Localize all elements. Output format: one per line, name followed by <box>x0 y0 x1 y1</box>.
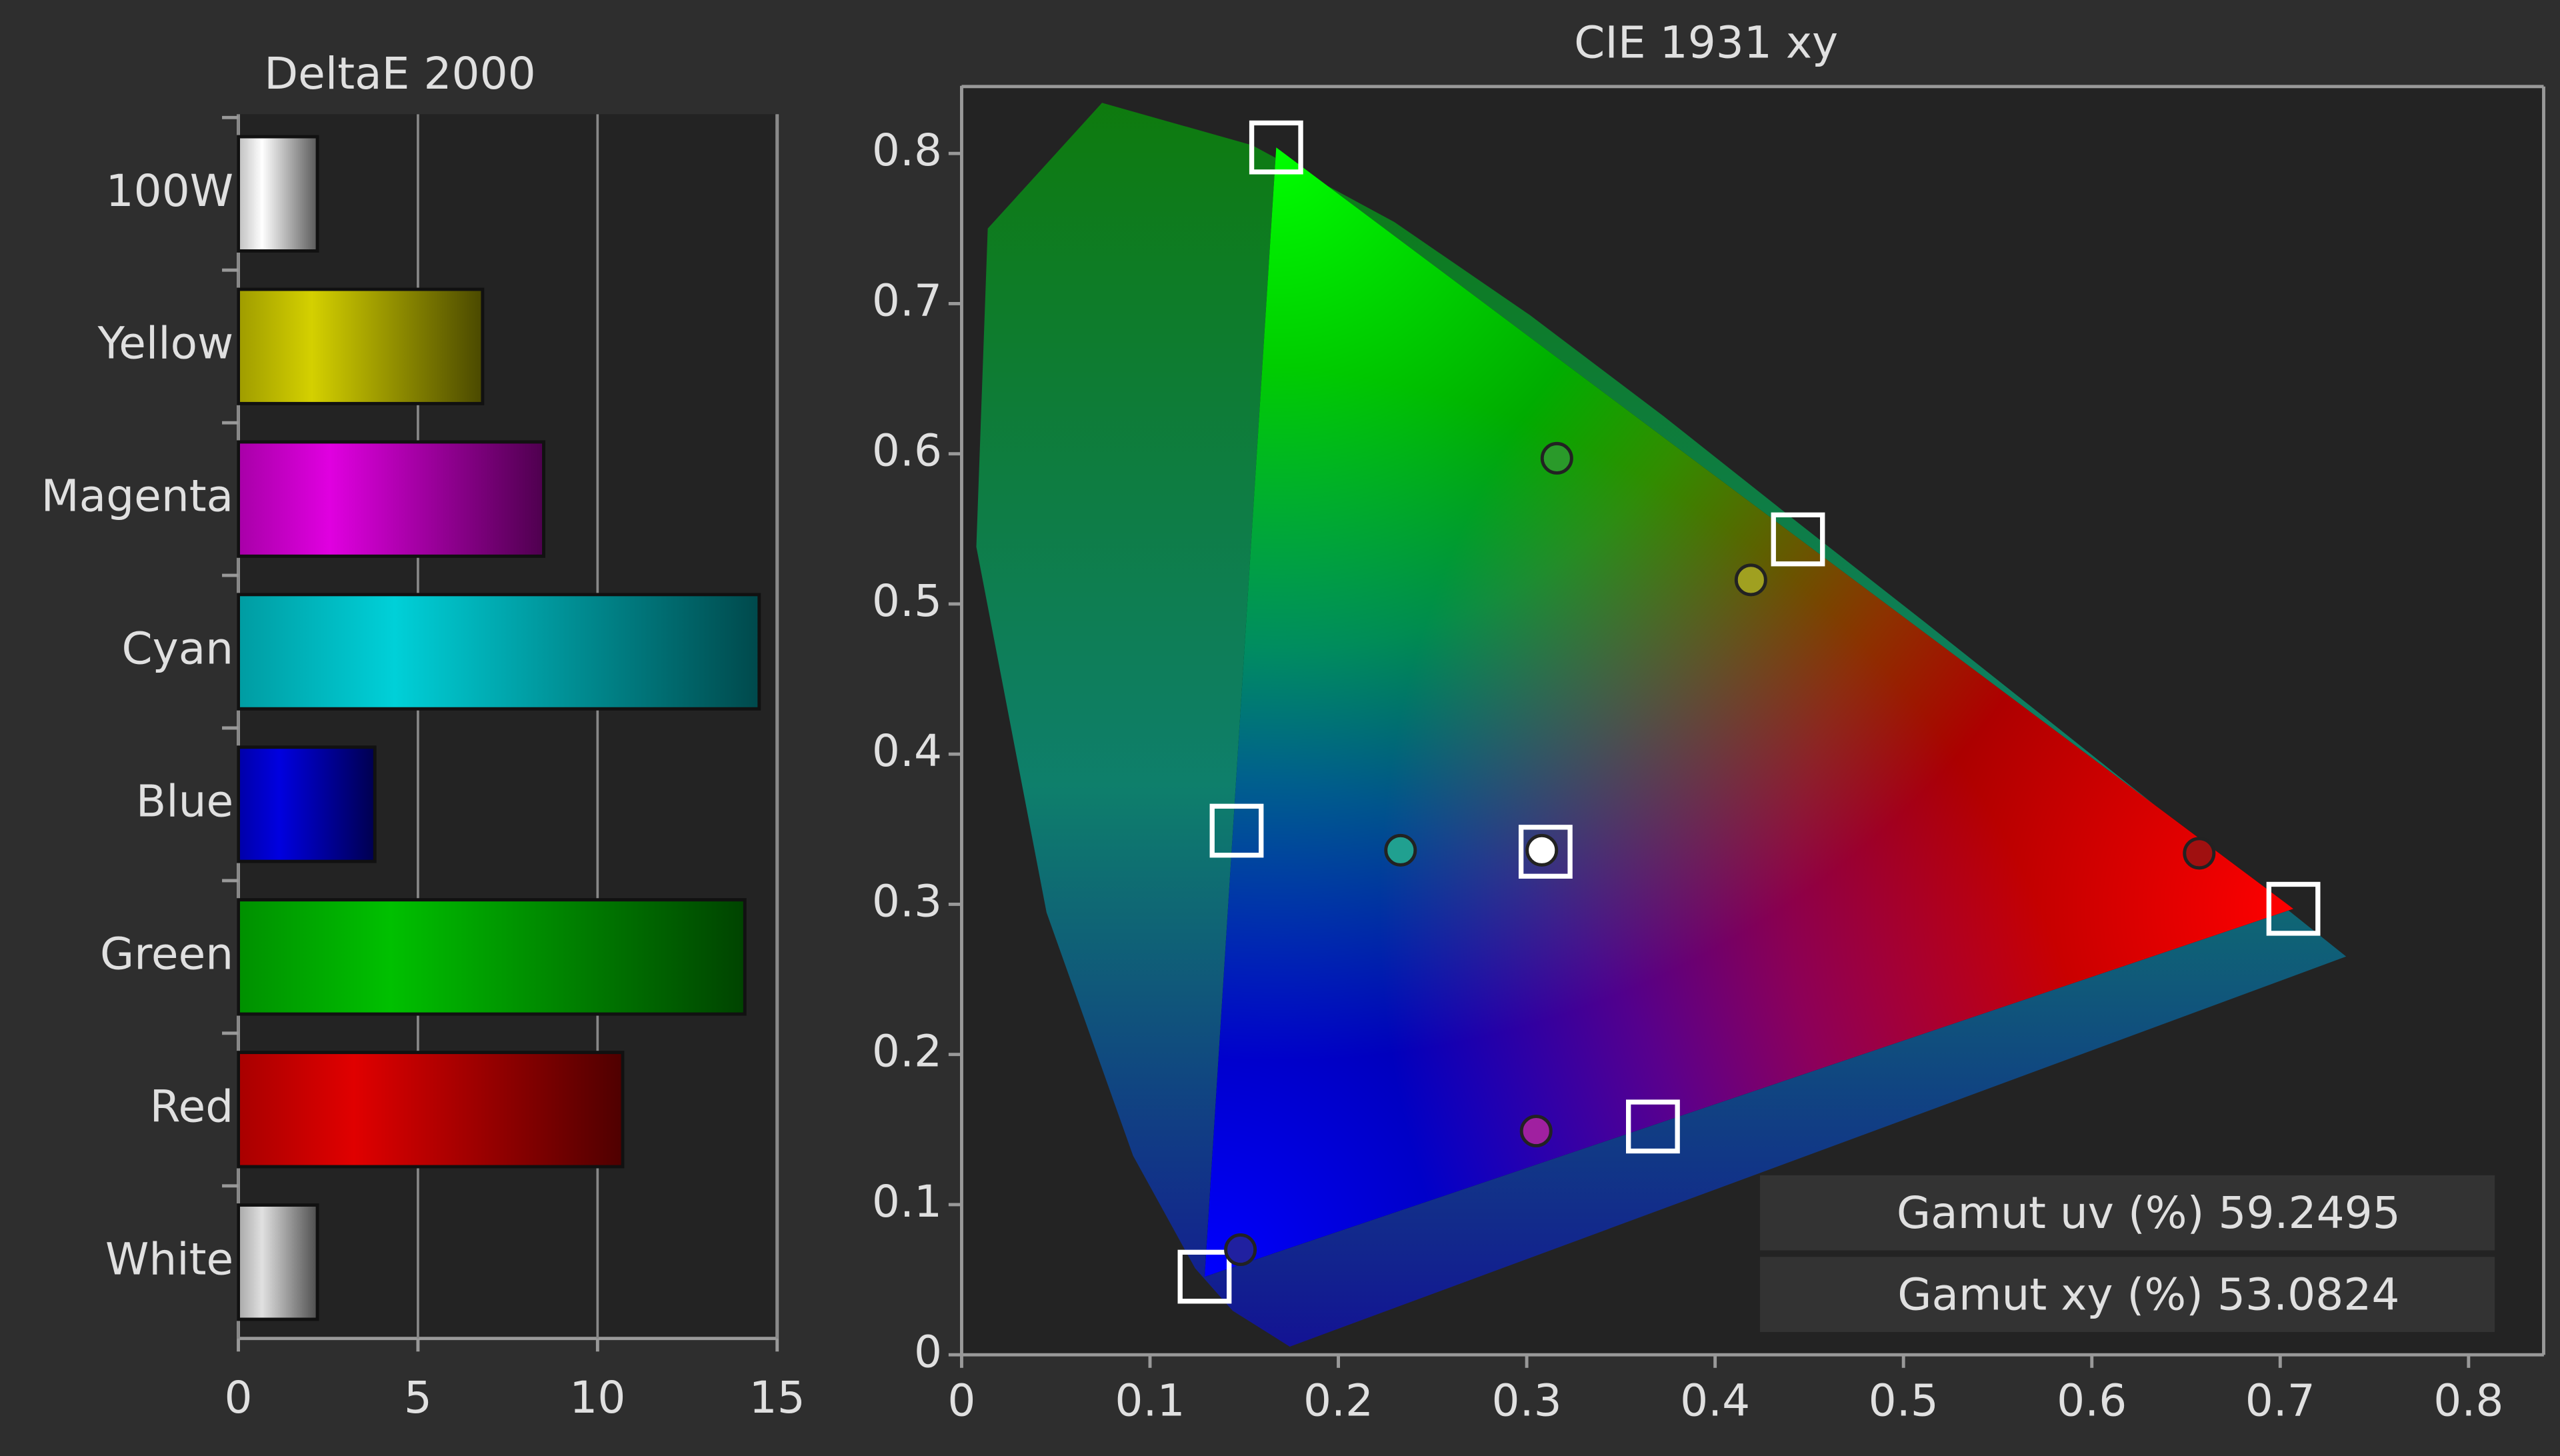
bar <box>237 898 747 1016</box>
measured-marker <box>1384 833 1417 867</box>
x-tick-label: 0 <box>225 1372 253 1423</box>
bar <box>237 593 761 711</box>
measured-marker <box>1734 563 1767 597</box>
measured-marker <box>1525 833 1559 867</box>
y-tick-label: 0.6 <box>872 425 942 477</box>
x-tick-label: 0.6 <box>2057 1375 2127 1427</box>
target-marker <box>1626 1099 1680 1154</box>
x-tick-label: 0.2 <box>1303 1375 1373 1427</box>
measured-marker <box>1540 441 1573 475</box>
x-tick-label: 5 <box>404 1372 432 1423</box>
category-label: Red <box>150 1081 234 1132</box>
target-marker <box>1518 825 1573 879</box>
x-tick-label: 0.3 <box>1492 1375 1562 1427</box>
x-tick-label: 0.1 <box>1115 1375 1185 1427</box>
category-label: White <box>105 1233 233 1285</box>
bar <box>237 440 545 558</box>
target-marker <box>1771 512 1825 567</box>
x-tick-label: 0.4 <box>1680 1375 1750 1427</box>
x-tick-label: 0.7 <box>2245 1375 2315 1427</box>
category-label: Magenta <box>41 471 234 522</box>
bar <box>237 1051 625 1169</box>
annotation: Gamut uv (%) 59.2495 <box>1897 1187 2401 1239</box>
y-tick-label: 0.8 <box>872 125 942 176</box>
category-label: Yellow <box>97 318 234 369</box>
bar <box>237 135 319 253</box>
bar-title: DeltaE 2000 <box>264 48 535 99</box>
y-tick-label: 0.5 <box>872 575 942 627</box>
bar <box>237 287 485 405</box>
y-tick-label: 0.2 <box>872 1026 942 1077</box>
x-tick-label: 0.5 <box>1869 1375 1939 1427</box>
measured-marker <box>1519 1115 1553 1148</box>
category-label: Green <box>100 928 233 979</box>
target-marker <box>1249 120 1303 175</box>
target-marker <box>2266 881 2321 936</box>
y-tick-label: 0.1 <box>872 1176 942 1227</box>
annotation-row <box>1760 1175 2495 1251</box>
y-tick-label: 0.4 <box>872 725 942 777</box>
measured-marker <box>2183 837 2216 870</box>
category-label: Cyan <box>121 623 233 675</box>
y-tick-label: 0 <box>914 1326 942 1377</box>
bar <box>237 745 377 863</box>
gamut-triangle-shade <box>1204 147 2294 1277</box>
x-tick-label: 0.8 <box>2433 1375 2503 1427</box>
cie-title: CIE 1931 xy <box>1574 17 1838 69</box>
y-tick-label: 0.7 <box>872 275 942 326</box>
x-tick-label: 15 <box>749 1372 805 1423</box>
category-label: 100W <box>106 165 234 217</box>
marks <box>1177 120 2321 1304</box>
annotation-row <box>1760 1257 2495 1332</box>
target-marker <box>1177 1249 1232 1304</box>
measured-marker <box>1224 1233 1257 1267</box>
category-label: Blue <box>136 776 233 827</box>
gamut-triangle-group <box>1204 147 2294 1277</box>
x-tick-label: 10 <box>569 1372 625 1423</box>
y-tick-label: 0.3 <box>872 875 942 927</box>
target-marker <box>1209 803 1264 858</box>
annotation: Gamut xy (%) 53.0824 <box>1897 1269 2399 1321</box>
bar <box>237 1203 319 1321</box>
x-tick-label: 0 <box>947 1375 975 1427</box>
